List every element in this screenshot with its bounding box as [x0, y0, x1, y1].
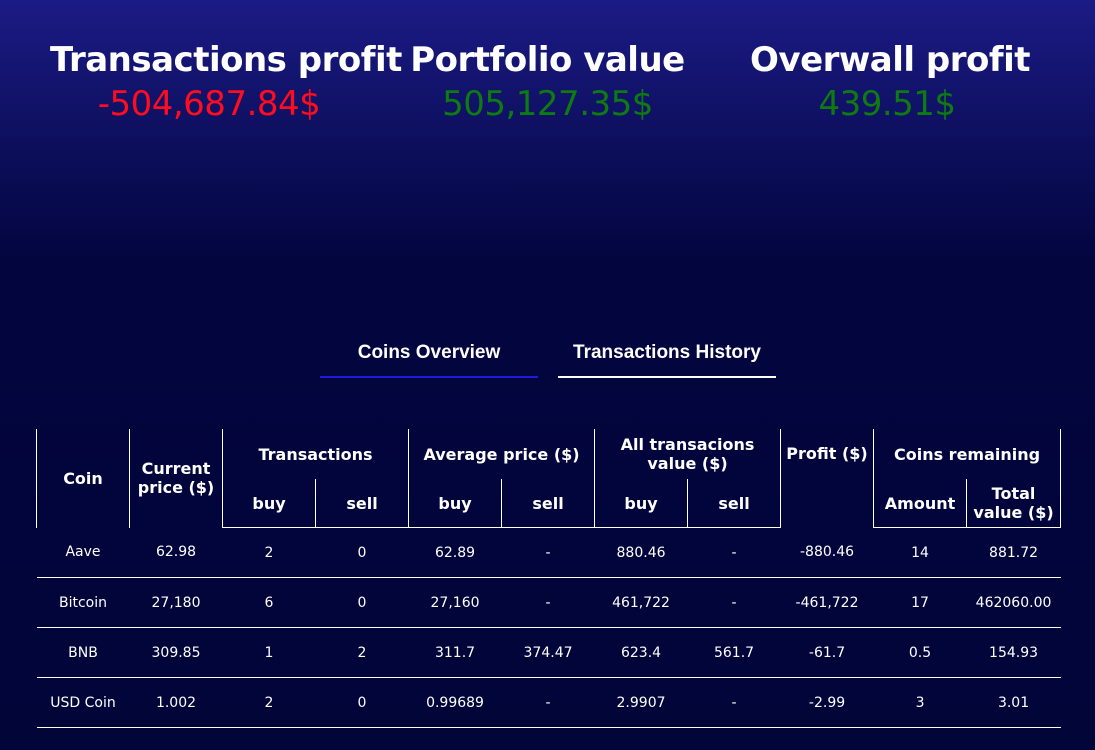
header-all-transactions-value: All transacions value ($) — [594, 429, 781, 479]
cell-profit: -61.7 — [780, 627, 874, 678]
cell-tx-sell: 2 — [315, 627, 409, 678]
cell-tx-buy: 1 — [222, 627, 316, 678]
header-transactions-buy: buy — [222, 479, 316, 528]
cell-current-price: 27,180 — [129, 577, 223, 628]
cell-all-buy: 880.46 — [594, 527, 688, 578]
cell-all-sell: - — [687, 577, 781, 628]
transactions-profit-value: -504,687.84$ — [97, 84, 321, 124]
cell-tx-buy: 2 — [222, 677, 316, 728]
cell-tx-sell: 0 — [315, 677, 409, 728]
cell-avg-buy: 62.89 — [408, 527, 502, 578]
cell-all-buy: 623.4 — [594, 627, 688, 678]
cell-all-sell: - — [687, 677, 781, 728]
header-total-value: Total value ($) — [966, 479, 1062, 528]
cell-current-price: 1.002 — [129, 677, 223, 728]
cell-all-buy: 461,722 — [594, 577, 688, 628]
header-average-sell: sell — [501, 479, 595, 528]
header-average-buy: buy — [408, 479, 502, 528]
cell-total: 3.01 — [966, 677, 1061, 728]
cell-total: 881.72 — [966, 527, 1061, 578]
tab-transactions-history[interactable]: Transactions History — [558, 338, 776, 378]
table-row: Bitcoin 27,180 6 0 27,160 - 461,722 - -4… — [36, 577, 1061, 628]
view-tabs: Coins Overview Transactions History — [320, 338, 780, 378]
cell-tx-sell: 0 — [315, 527, 409, 578]
overall-profit-title: Overwall profit — [750, 40, 1031, 80]
cell-all-sell: 561.7 — [687, 627, 781, 678]
cell-avg-buy: 0.99689 — [408, 677, 502, 728]
cell-profit: -461,722 — [780, 577, 874, 628]
portfolio-value-stat: Portfolio value 505,127.35$ — [410, 38, 685, 126]
cell-all-buy: 2.9907 — [594, 677, 688, 728]
cell-avg-buy: 311.7 — [408, 627, 502, 678]
portfolio-value-value: 505,127.35$ — [442, 84, 653, 124]
header-transactions: Transactions — [221, 429, 409, 479]
cell-amount: 0.5 — [873, 627, 967, 678]
table-row: BNB 309.85 1 2 311.7 374.47 623.4 561.7 … — [36, 627, 1061, 678]
cell-coin: BNB — [36, 627, 130, 678]
header-all-sell: sell — [687, 479, 781, 528]
header-all-buy: buy — [594, 479, 688, 528]
summary-stats: Transactions profit -504,687.84$ Portfol… — [0, 38, 1095, 138]
cell-profit: -2.99 — [780, 677, 874, 728]
cell-avg-sell: - — [501, 577, 595, 628]
coins-overview-table: Coin Current price ($) Transactions Aver… — [36, 429, 1062, 728]
cell-total: 462060.00 — [966, 577, 1061, 628]
cell-amount: 14 — [873, 527, 967, 578]
cell-amount: 17 — [873, 577, 967, 628]
cell-all-sell: - — [687, 527, 781, 578]
overall-profit-value: 439.51$ — [818, 84, 956, 124]
cell-coin: USD Coin — [36, 677, 130, 728]
cell-tx-sell: 0 — [315, 577, 409, 628]
cell-profit: -880.46 — [780, 527, 874, 578]
header-current-price: Current price ($) — [129, 429, 223, 528]
header-coins-remaining: Coins remaining — [873, 429, 1062, 479]
transactions-profit-title: Transactions profit — [50, 40, 402, 80]
header-amount: Amount — [873, 479, 967, 528]
cell-coin: Aave — [36, 527, 130, 578]
transactions-profit-stat: Transactions profit -504,687.84$ — [50, 38, 402, 126]
cell-tx-buy: 2 — [222, 527, 316, 578]
cell-avg-sell: 374.47 — [501, 627, 595, 678]
cell-avg-sell: - — [501, 677, 595, 728]
header-profit: Profit ($) — [780, 429, 874, 528]
header-average-price: Average price ($) — [408, 429, 595, 479]
header-coin: Coin — [36, 429, 130, 528]
header-transactions-sell: sell — [314, 479, 409, 528]
cell-tx-buy: 6 — [222, 577, 316, 628]
cell-current-price: 62.98 — [129, 527, 223, 578]
cell-amount: 3 — [873, 677, 967, 728]
cell-avg-buy: 27,160 — [408, 577, 502, 628]
overall-profit-stat: Overwall profit 439.51$ — [750, 38, 1031, 126]
table-row: Aave 62.98 2 0 62.89 - 880.46 - -880.46 … — [36, 527, 1061, 578]
portfolio-value-title: Portfolio value — [410, 40, 685, 80]
tab-coins-overview[interactable]: Coins Overview — [320, 338, 538, 378]
table-row: USD Coin 1.002 2 0 0.99689 - 2.9907 - -2… — [36, 677, 1061, 728]
cell-total: 154.93 — [966, 627, 1061, 678]
cell-coin: Bitcoin — [36, 577, 130, 628]
cell-current-price: 309.85 — [129, 627, 223, 678]
cell-avg-sell: - — [501, 527, 595, 578]
